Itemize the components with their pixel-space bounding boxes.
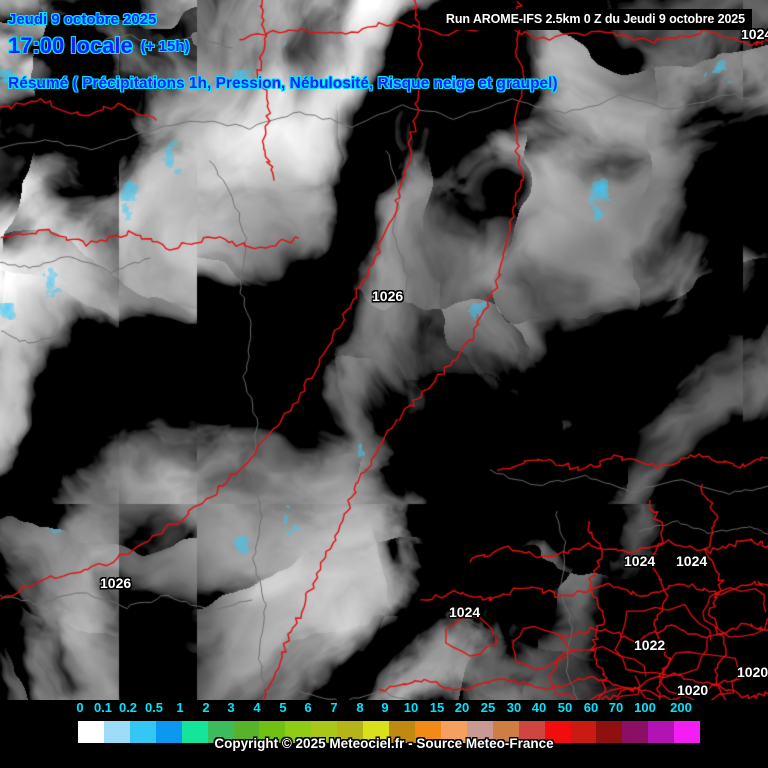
- legend-tick-30: 30: [506, 700, 522, 715]
- legend-swatch-2[interactable]: [129, 721, 156, 743]
- legend-swatch-4[interactable]: [181, 721, 208, 743]
- legend-tick-200: 200: [670, 700, 692, 715]
- legend-tick-9: 9: [381, 700, 389, 715]
- legend-swatch-14[interactable]: [440, 721, 467, 743]
- legend-swatch-23[interactable]: [674, 721, 701, 743]
- legend-swatch-10[interactable]: [337, 721, 364, 743]
- legend-tick-40: 40: [531, 700, 547, 715]
- legend-tick-7: 7: [330, 700, 338, 715]
- forecast-time-offset: (+ 15h): [140, 38, 190, 55]
- legend-tick-70: 70: [608, 700, 624, 715]
- legend-swatch-5[interactable]: [207, 721, 234, 743]
- legend-swatch-15[interactable]: [466, 721, 493, 743]
- legend-swatch-19[interactable]: [570, 721, 597, 743]
- legend-tick-20: 20: [454, 700, 470, 715]
- isobar-label-1024-0: 1024: [741, 26, 768, 42]
- legend-swatch-3[interactable]: [155, 721, 182, 743]
- legend-color-bar[interactable]: [78, 721, 701, 743]
- legend-tick-labels: 0 0.1 0.2 0.5 1 2 3 4 5 6 7 8 9 10 15 20 25 30 40 50 60 70 100…: [0, 700, 768, 720]
- legend-tick-100: 100: [634, 700, 656, 715]
- isobar-label-1022-6: 1022: [634, 637, 666, 653]
- legend-swatch-7[interactable]: [259, 721, 286, 743]
- legend-swatch-17[interactable]: [518, 721, 545, 743]
- forecast-time-label: 17:00 locale (+ 15h): [8, 33, 190, 59]
- legend-swatch-11[interactable]: [363, 721, 390, 743]
- legend-tick-50: 50: [557, 700, 573, 715]
- isobar-label-1026-1: 1026: [372, 288, 404, 304]
- legend-swatch-6[interactable]: [233, 721, 260, 743]
- legend-tick-0_1: 0.1: [93, 700, 113, 715]
- legend-tick-2: 2: [202, 700, 210, 715]
- isobar-label-1024-3: 1024: [624, 553, 656, 569]
- legend-tick-8: 8: [356, 700, 364, 715]
- legend-swatch-9[interactable]: [311, 721, 338, 743]
- legend-swatch-8[interactable]: [285, 721, 312, 743]
- forecast-summary-label: Résumé ( Précipitations 1h, Pression, Né…: [8, 75, 558, 92]
- legend-tick-5: 5: [279, 700, 287, 715]
- legend-tick-25: 25: [480, 700, 496, 715]
- legend-swatch-16[interactable]: [492, 721, 519, 743]
- precipitation-legend[interactable]: 0 0.1 0.2 0.5 1 2 3 4 5 6 7 8 9 10 15 20 25 30 40 50 60 70 100…: [0, 700, 768, 768]
- legend-swatch-0[interactable]: [78, 721, 104, 743]
- model-run-info: Run AROME-IFS 2.5km 0 Z du Jeudi 9 octob…: [438, 9, 752, 30]
- legend-tick-0_5: 0.5: [144, 700, 164, 715]
- legend-swatch-21[interactable]: [622, 721, 649, 743]
- legend-swatch-12[interactable]: [389, 721, 415, 743]
- isobar-label-1024-5: 1024: [449, 604, 481, 620]
- legend-swatch-18[interactable]: [544, 721, 571, 743]
- legend-swatch-13[interactable]: [414, 721, 441, 743]
- legend-tick-60: 60: [583, 700, 599, 715]
- forecast-time-value: 17:00 locale: [8, 33, 133, 58]
- legend-tick-0: 0: [76, 700, 84, 715]
- isobar-label-1020-8: 1020: [677, 682, 709, 698]
- legend-tick-1: 1: [176, 700, 184, 715]
- isobar-label-1020-9: 1020: [737, 664, 768, 680]
- legend-swatch-22[interactable]: [648, 721, 675, 743]
- isobar-label-1024-4: 1024: [676, 553, 708, 569]
- legend-tick-10: 10: [403, 700, 419, 715]
- legend-tick-0_2: 0.2: [118, 700, 138, 715]
- isobar-label-1026-2: 1026: [100, 575, 132, 591]
- legend-tick-4: 4: [253, 700, 261, 715]
- legend-swatch-1[interactable]: [103, 721, 130, 743]
- legend-tick-3: 3: [227, 700, 235, 715]
- forecast-date-label: Jeudi 9 octobre 2025: [8, 11, 157, 28]
- legend-tick-6: 6: [304, 700, 312, 715]
- legend-tick-15: 15: [429, 700, 445, 715]
- legend-swatch-20[interactable]: [596, 721, 623, 743]
- copyright-notice: Copyright © 2025 Meteociel.fr - Source M…: [214, 736, 554, 751]
